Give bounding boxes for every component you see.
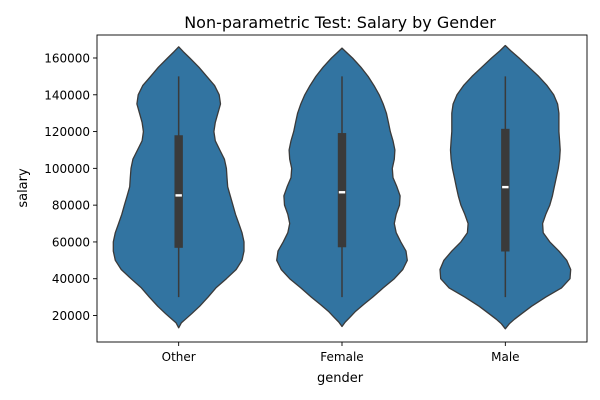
y-tick-label: 140000: [44, 88, 90, 102]
violin-median-marker: [175, 194, 182, 197]
y-tick-label: 20000: [52, 309, 90, 323]
violin-median-marker: [502, 185, 509, 189]
x-tick-label: Male: [491, 350, 519, 364]
violin-female: [276, 47, 408, 328]
y-axis-label: salary: [16, 168, 31, 208]
y-tick-label: 120000: [44, 125, 90, 139]
chart-title: Non-parametric Test: Salary by Gender: [184, 13, 496, 32]
x-tick-label: Other: [162, 350, 196, 364]
y-tick-label: 80000: [52, 199, 90, 213]
x-tick-label: Female: [320, 350, 363, 364]
violin-other: [112, 46, 245, 329]
y-tick-label: 40000: [52, 272, 90, 286]
axes: 20000 40000 60000 80000 100000 120000 140000 16…: [44, 51, 519, 364]
plot-frame: [96, 34, 588, 343]
x-axis-label: gender: [317, 371, 364, 386]
violin-iqr-box: [337, 133, 347, 248]
plot-area: [112, 44, 572, 330]
y-tick-label: 100000: [44, 162, 90, 176]
violin-iqr-box: [174, 135, 183, 248]
y-tick-label: 60000: [52, 235, 90, 249]
y-tick-label: 160000: [44, 51, 90, 65]
violin-iqr-box: [501, 128, 510, 252]
violin-median-marker: [338, 191, 346, 194]
violin-male: [439, 44, 572, 330]
